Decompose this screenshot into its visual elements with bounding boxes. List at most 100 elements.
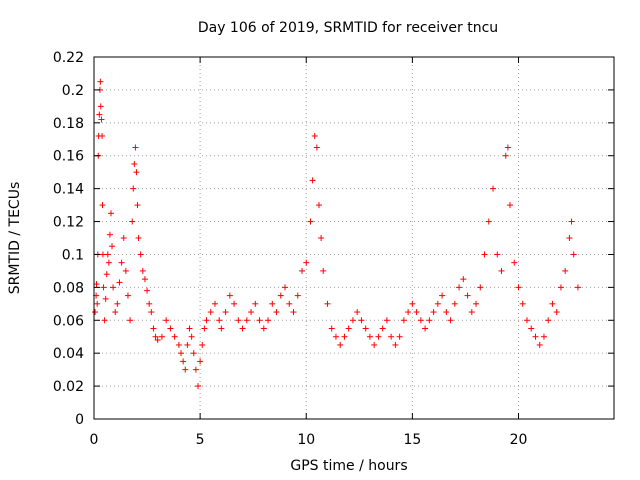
data-point bbox=[311, 132, 318, 139]
data-point bbox=[101, 317, 108, 324]
data-point bbox=[354, 309, 361, 316]
data-point bbox=[94, 300, 101, 307]
y-tick-label: 0.2 bbox=[62, 83, 84, 99]
data-point bbox=[201, 325, 208, 332]
data-point bbox=[192, 366, 199, 373]
data-point bbox=[99, 132, 106, 139]
data-point bbox=[188, 333, 195, 340]
data-point bbox=[324, 300, 331, 307]
y-tick-label: 0.1 bbox=[62, 247, 84, 263]
data-point bbox=[362, 325, 369, 332]
data-point bbox=[490, 185, 497, 192]
data-point bbox=[235, 317, 242, 324]
data-point bbox=[190, 350, 197, 357]
data-point bbox=[456, 284, 463, 291]
data-points bbox=[92, 78, 581, 390]
y-tick-label: 0.12 bbox=[53, 215, 84, 231]
data-point bbox=[154, 337, 161, 344]
data-point bbox=[562, 267, 569, 274]
data-point bbox=[130, 185, 137, 192]
y-tick-label: 0.22 bbox=[53, 50, 84, 66]
data-point bbox=[468, 309, 475, 316]
data-point bbox=[216, 317, 223, 324]
y-tick-label: 0.08 bbox=[53, 280, 84, 296]
data-point bbox=[195, 383, 201, 390]
data-point bbox=[180, 358, 187, 365]
data-point bbox=[178, 350, 185, 357]
data-point bbox=[570, 251, 577, 258]
data-point bbox=[299, 267, 305, 274]
axis-ticks bbox=[93, 56, 614, 420]
data-point bbox=[92, 309, 99, 316]
y-tick-labels: 0 0.02 0.04 0.06 0.08 0.1 0.12 0.14 0.16 0.18 0.2 0… bbox=[53, 50, 84, 428]
data-point bbox=[116, 279, 123, 286]
data-point bbox=[124, 292, 131, 299]
y-tick-label: 0.14 bbox=[53, 182, 84, 198]
x-tick-label: 5 bbox=[196, 432, 205, 448]
data-point bbox=[341, 333, 348, 340]
data-point bbox=[405, 309, 412, 316]
data-point bbox=[345, 325, 352, 332]
x-tick-label: 20 bbox=[510, 432, 528, 448]
data-point bbox=[553, 309, 560, 316]
data-point bbox=[549, 300, 556, 307]
data-point bbox=[379, 325, 386, 332]
data-point bbox=[286, 300, 293, 307]
data-point bbox=[313, 144, 320, 151]
data-point bbox=[231, 300, 238, 307]
data-point bbox=[167, 325, 174, 332]
y-tick-label: 0.18 bbox=[53, 116, 84, 132]
data-point bbox=[127, 317, 134, 324]
data-point bbox=[328, 325, 335, 332]
data-point bbox=[504, 144, 511, 151]
data-point bbox=[175, 341, 182, 348]
data-point bbox=[536, 341, 543, 348]
data-point bbox=[134, 202, 141, 209]
data-point bbox=[139, 267, 146, 274]
data-point bbox=[186, 325, 193, 332]
data-point bbox=[248, 309, 255, 316]
data-point bbox=[540, 333, 547, 340]
data-point bbox=[239, 325, 246, 332]
data-point bbox=[137, 251, 144, 258]
data-point bbox=[218, 325, 225, 332]
data-point bbox=[366, 333, 373, 340]
x-tick-labels: 0 5 10 15 20 bbox=[90, 432, 528, 448]
data-point bbox=[511, 259, 518, 266]
data-point bbox=[148, 309, 155, 316]
data-point bbox=[112, 309, 119, 316]
data-point bbox=[443, 309, 450, 316]
data-point bbox=[273, 309, 280, 316]
data-point bbox=[545, 317, 552, 324]
data-point bbox=[211, 300, 218, 307]
data-point bbox=[473, 300, 480, 307]
data-point bbox=[110, 284, 117, 291]
data-point bbox=[574, 284, 581, 291]
data-point bbox=[498, 267, 505, 274]
data-point bbox=[222, 309, 229, 316]
data-point bbox=[109, 243, 116, 250]
data-point bbox=[103, 271, 110, 278]
data-point bbox=[102, 295, 109, 302]
data-point bbox=[481, 251, 488, 258]
data-point bbox=[557, 284, 564, 291]
data-point bbox=[141, 276, 148, 283]
data-point bbox=[96, 111, 103, 118]
data-point bbox=[439, 292, 446, 299]
data-point bbox=[97, 103, 104, 110]
data-point bbox=[122, 267, 129, 274]
data-point bbox=[523, 317, 530, 324]
data-point bbox=[207, 309, 214, 316]
data-point bbox=[132, 144, 139, 151]
data-point bbox=[106, 231, 113, 238]
data-point bbox=[507, 202, 513, 209]
data-point bbox=[358, 317, 365, 324]
data-point bbox=[197, 358, 204, 365]
data-point bbox=[98, 116, 105, 123]
data-point bbox=[447, 317, 454, 324]
data-point bbox=[309, 177, 316, 184]
data-point bbox=[107, 210, 114, 217]
data-point bbox=[318, 235, 325, 241]
data-point bbox=[105, 259, 112, 266]
x-axis-title: GPS time / hours bbox=[290, 458, 407, 474]
